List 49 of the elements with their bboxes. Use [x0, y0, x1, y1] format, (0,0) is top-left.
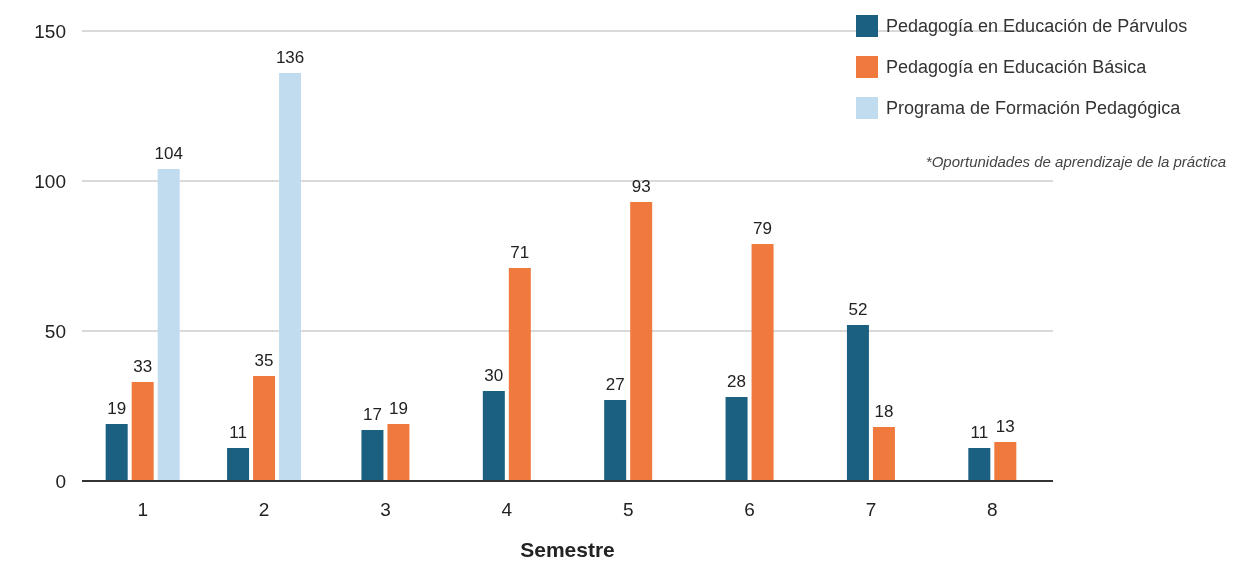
x-tick-label: 2	[258, 499, 270, 520]
bar	[725, 397, 748, 481]
bar	[482, 391, 505, 481]
bar	[361, 430, 384, 481]
data-label: 19	[388, 399, 408, 418]
legend-label: Pedagogía en Educación Básica	[886, 57, 1148, 78]
bar	[751, 244, 774, 481]
data-label: 27	[605, 375, 625, 394]
data-label: 18	[874, 402, 894, 421]
data-label: 11	[229, 423, 247, 442]
x-tick-label: 6	[744, 499, 755, 520]
y-tick-label: 150	[34, 20, 66, 42]
bar	[994, 442, 1017, 481]
data-label: 35	[254, 351, 274, 370]
data-label: 17	[362, 405, 382, 424]
data-label: 79	[753, 219, 773, 238]
data-label: 11	[970, 423, 989, 442]
bar	[968, 448, 991, 481]
legend-label: Pedagogía en Educación de Párvulos	[886, 16, 1188, 37]
data-label: 136	[275, 48, 305, 67]
data-label: 33	[133, 357, 153, 376]
bar	[157, 169, 180, 481]
y-tick-label: 0	[55, 470, 66, 492]
x-tick-label: 8	[987, 499, 998, 520]
data-label: 13	[995, 417, 1015, 436]
data-label: 19	[107, 399, 127, 418]
bar	[630, 202, 653, 481]
y-tick-label: 100	[34, 170, 66, 192]
data-label: 30	[484, 366, 504, 385]
bar	[387, 424, 410, 481]
x-tick-label: 7	[865, 499, 877, 520]
bar	[846, 325, 869, 481]
legend-label: Programa de Formación Pedagógica	[886, 98, 1182, 119]
data-label: 52	[848, 300, 868, 319]
data-label: 71	[510, 243, 530, 262]
bar	[872, 427, 895, 481]
x-tick-label: 3	[380, 499, 391, 520]
bar	[604, 400, 627, 481]
x-axis-title: Semestre	[520, 538, 615, 561]
x-tick-label: 1	[137, 499, 148, 520]
bar	[508, 268, 531, 481]
bar	[279, 73, 302, 481]
data-label: 93	[631, 177, 651, 196]
data-label: 104	[154, 144, 183, 163]
x-tick-label: 5	[622, 499, 634, 520]
x-tick-label: 4	[501, 499, 513, 520]
annotation: *Oportunidades de aprendizaje de la práctica	[925, 153, 1226, 170]
data-label: 28	[727, 372, 747, 391]
y-tick-label: 50	[44, 320, 66, 342]
